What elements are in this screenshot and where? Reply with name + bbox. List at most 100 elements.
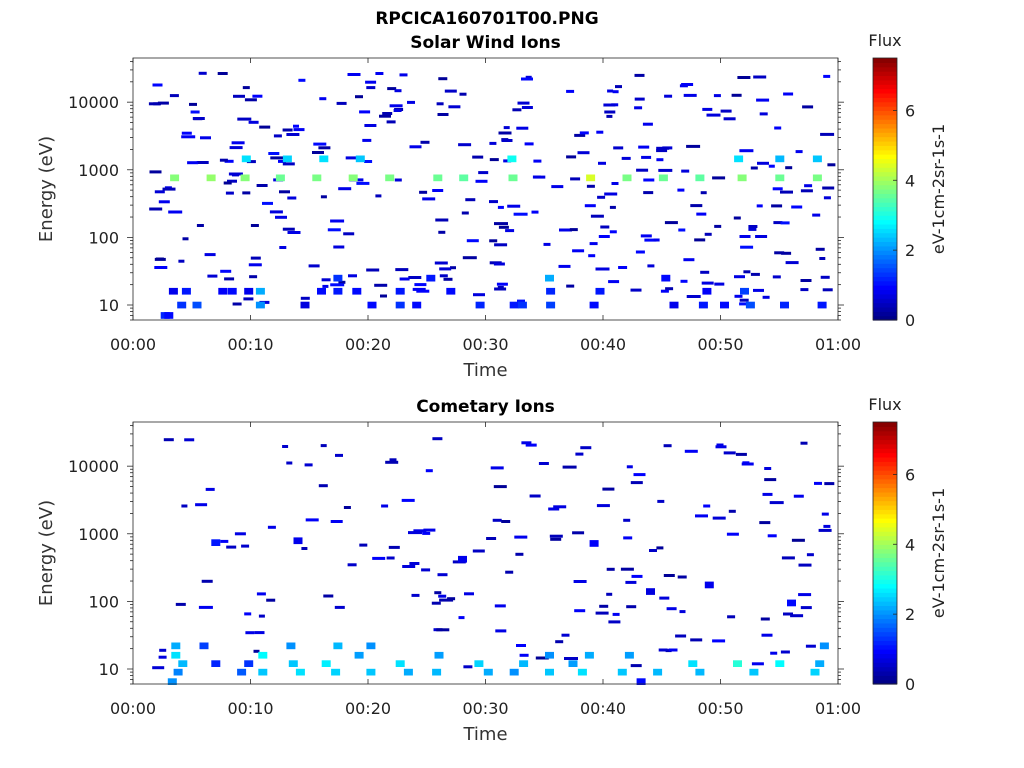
flux-cell [720, 301, 729, 309]
flux-cell [607, 89, 614, 93]
flux-cell [596, 504, 610, 508]
colorbar-segment [873, 509, 897, 515]
flux-cell [734, 155, 744, 163]
flux-cell [412, 287, 426, 291]
flux-cell [366, 86, 376, 90]
flux-cell [333, 245, 345, 249]
flux-cell [395, 268, 409, 272]
colorbar-segment [873, 566, 897, 572]
colorbar-segment [873, 62, 897, 68]
flux-cell [638, 145, 650, 149]
flux-cell [196, 161, 209, 164]
flux-cell [603, 103, 616, 107]
flux-cell [533, 175, 546, 179]
flux-cell [533, 159, 542, 163]
flux-cell [293, 124, 299, 128]
flux-cell [432, 668, 442, 676]
flux-cell [759, 112, 768, 116]
flux-cell [649, 549, 657, 552]
flux-cell [760, 617, 770, 621]
flux-cell [615, 85, 622, 89]
flux-cell [253, 649, 260, 653]
flux-cell [241, 544, 250, 548]
x-tick-label: 00:30 [462, 699, 508, 718]
flux-cell [573, 580, 587, 583]
flux-cell [800, 441, 808, 445]
flux-cell [743, 270, 751, 274]
flux-cell [677, 575, 687, 579]
flux-cell [630, 288, 642, 292]
flux-cell [205, 487, 215, 491]
flux-cell [800, 279, 812, 282]
flux-cell [712, 176, 726, 180]
flux-cell [579, 131, 589, 135]
flux-cell [753, 288, 764, 292]
flux-cell [531, 210, 539, 214]
colorbar-segment [873, 649, 897, 655]
flux-cell [577, 151, 590, 155]
colorbar-segment [873, 448, 897, 454]
flux-cell [793, 494, 804, 498]
flux-cell [152, 666, 165, 670]
flux-cell [356, 181, 370, 185]
flux-cell [232, 302, 242, 306]
flux-cell [275, 174, 285, 182]
flux-cell [740, 245, 754, 249]
flux-cell [425, 469, 433, 473]
flux-cell [459, 174, 469, 182]
flux-cell [439, 274, 448, 278]
flux-cell [802, 105, 814, 109]
flux-cell [227, 287, 237, 295]
colorbar-units: eV-1cm-2sr-1s-1 [929, 124, 948, 254]
flux-cell [548, 507, 560, 511]
flux-cell [242, 191, 251, 195]
flux-cell [772, 275, 781, 279]
colorbar-segment [873, 474, 897, 480]
flux-cell [399, 73, 408, 77]
colorbar-segment [873, 596, 897, 602]
x-tick-label: 00:10 [227, 335, 273, 354]
flux-cell [304, 463, 313, 467]
flux-cell [695, 514, 708, 518]
colorbar-tick-label: 4 [905, 535, 915, 554]
flux-cell [435, 218, 449, 222]
flux-cell [338, 187, 352, 191]
flux-cell [640, 234, 652, 238]
flux-cell [177, 301, 187, 309]
flux-cell [823, 196, 831, 200]
colorbar-segment [873, 189, 897, 194]
flux-cell [770, 651, 778, 655]
flux-cell [308, 264, 320, 268]
flux-cell [200, 136, 211, 140]
colorbar-segment [873, 58, 897, 63]
colorbar-segment [873, 496, 897, 502]
colorbar-segment [873, 483, 897, 489]
flux-cell [586, 174, 596, 182]
flux-cell [653, 668, 663, 676]
flux-cell [157, 101, 169, 105]
flux-cell [278, 159, 286, 163]
flux-cell [574, 133, 586, 137]
flux-cell [256, 592, 266, 596]
colorbar-segment [873, 232, 897, 238]
flux-cell [505, 570, 514, 574]
flux-cell [686, 144, 701, 148]
colorbar-segment [873, 422, 897, 427]
flux-cell [279, 190, 290, 194]
flux-cell [646, 588, 655, 595]
flux-cell [517, 301, 527, 309]
flux-cell [516, 126, 529, 130]
flux-cell [233, 94, 245, 98]
flux-cell [217, 72, 228, 75]
flux-cell [558, 264, 571, 268]
flux-cell [169, 94, 179, 98]
flux-cell [266, 598, 276, 602]
flux-cell [408, 276, 422, 279]
flux-cell [800, 606, 812, 610]
flux-cell [681, 169, 690, 173]
colorbar-segment [873, 71, 897, 77]
colorbar-segment [873, 579, 897, 585]
flux-cell [237, 117, 252, 121]
flux-cell [489, 200, 498, 204]
flux-cell [433, 174, 443, 182]
